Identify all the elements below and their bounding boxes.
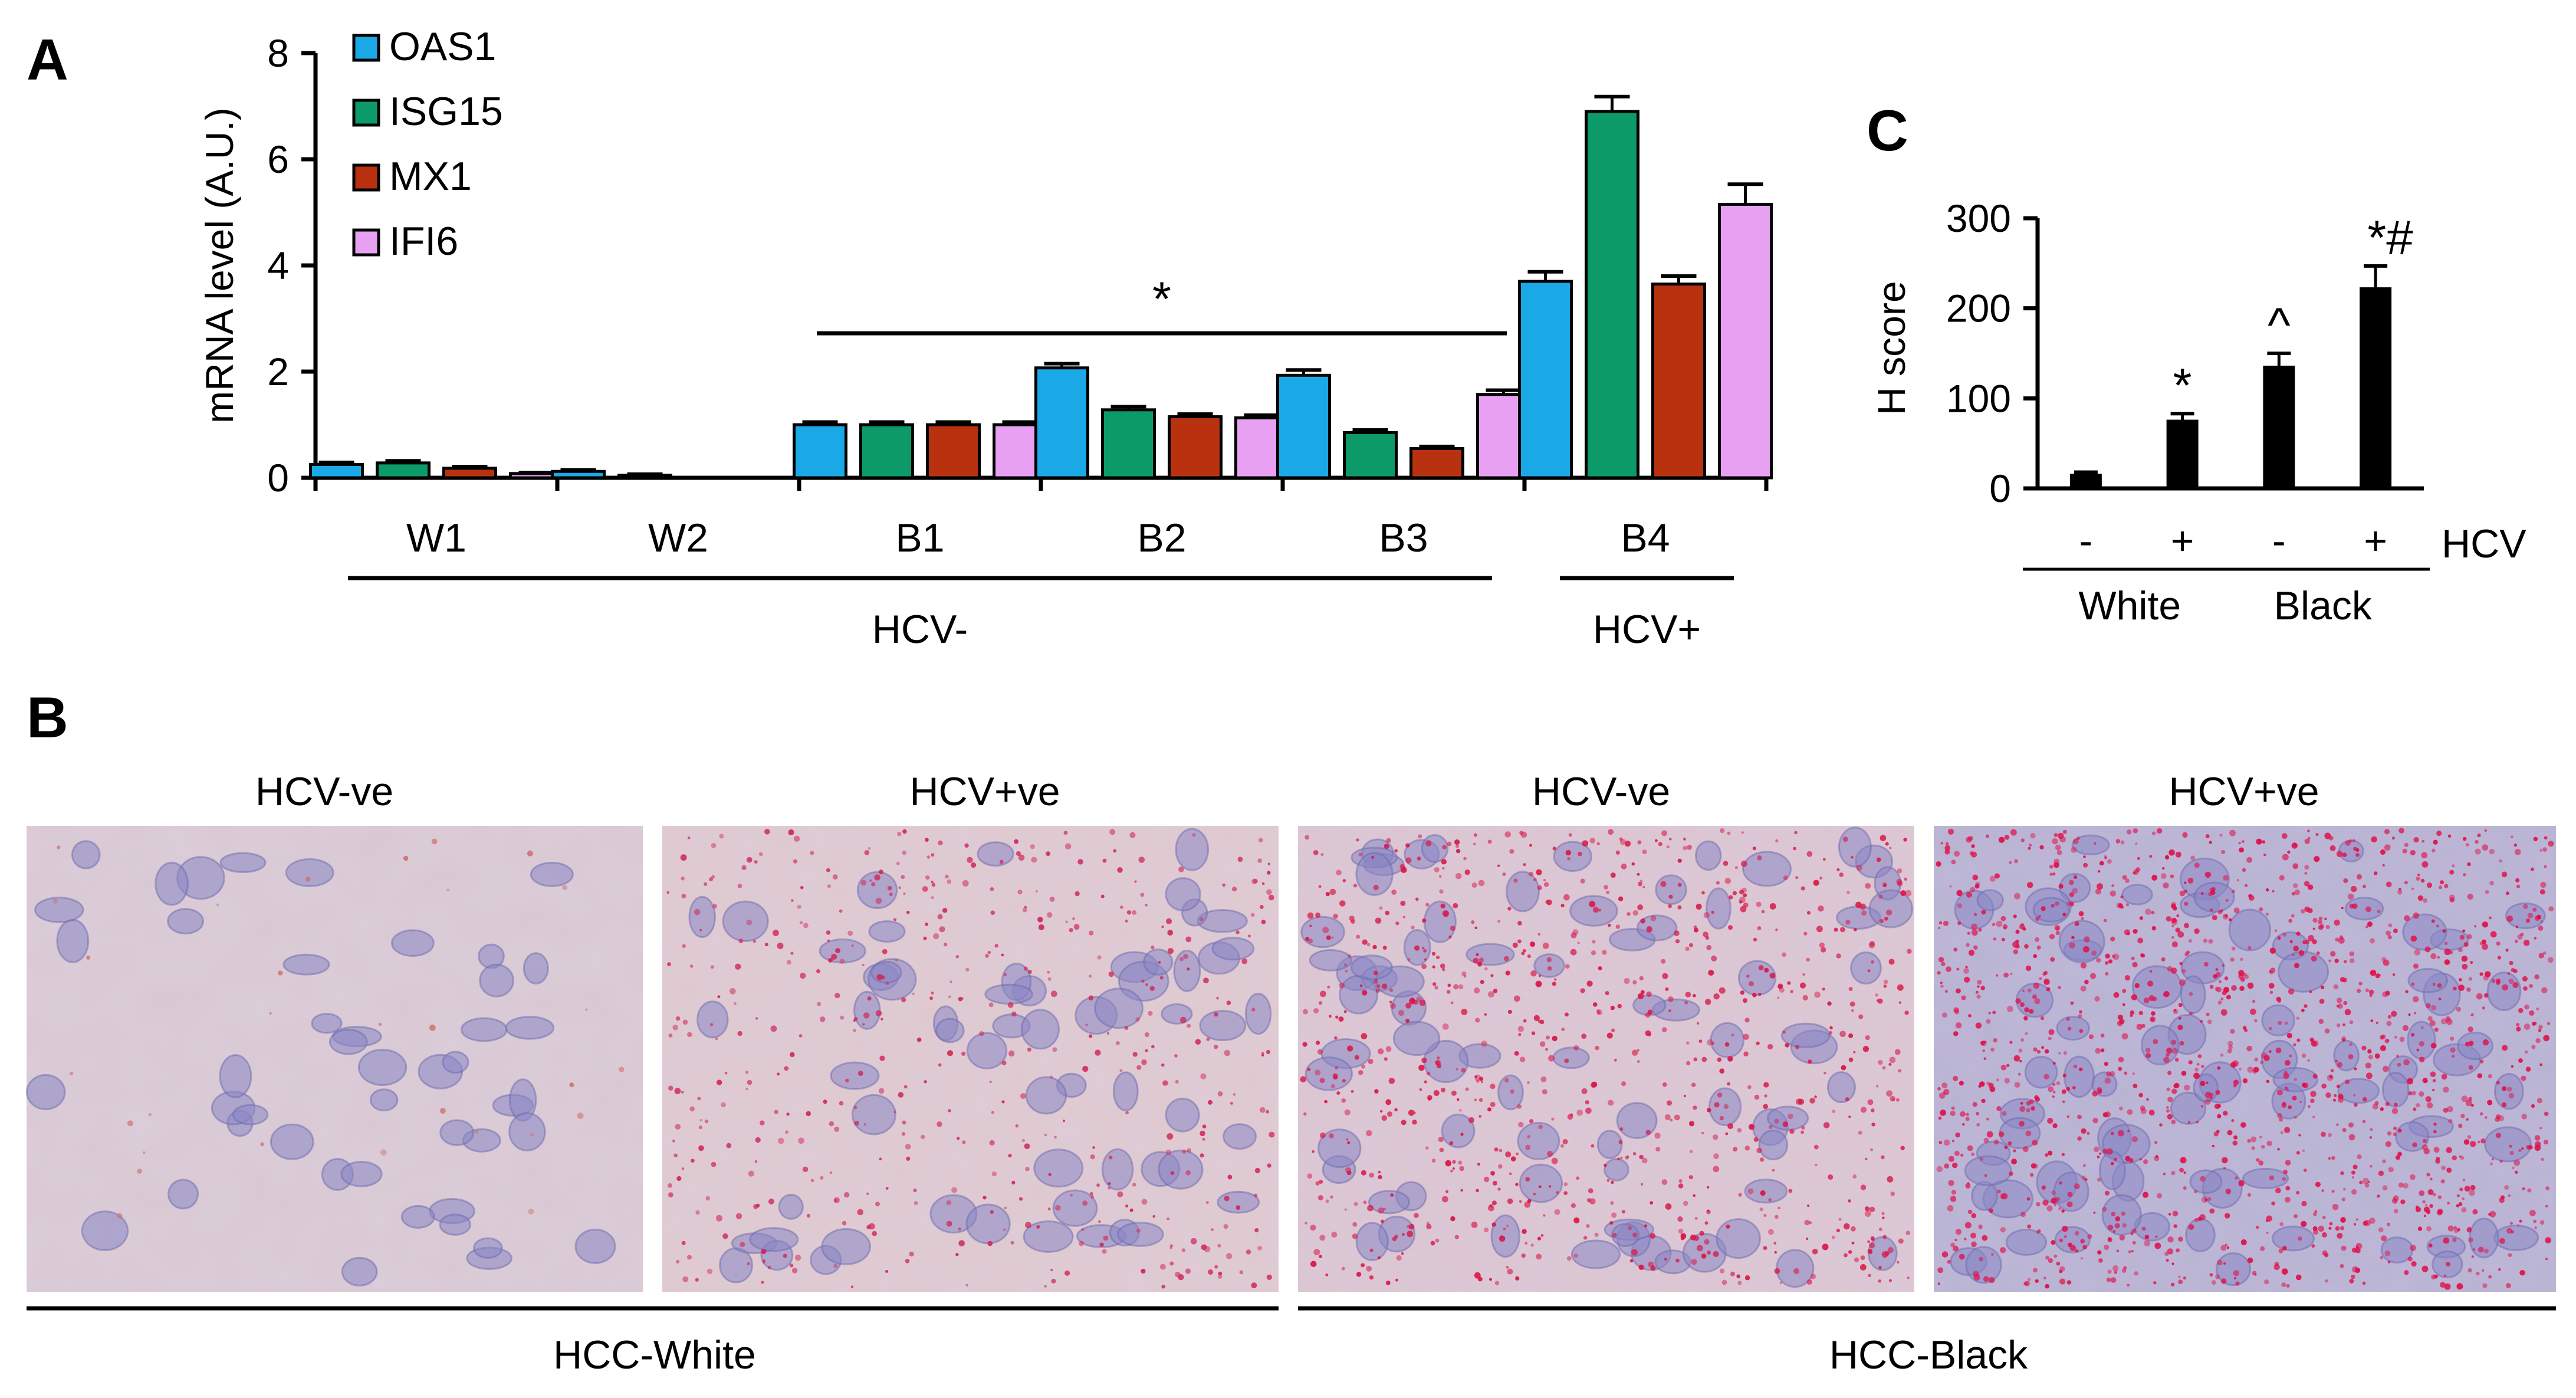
micrograph-3 (1298, 826, 1914, 1292)
chart-a-y-tick-label: 0 (267, 456, 289, 500)
chart-c-significance-mark: ^ (2268, 298, 2291, 352)
chart-a-bar-ifi6 (1718, 203, 1773, 480)
chart-c-category-label: + (2171, 518, 2194, 563)
chart-c-significance-mark: * (2173, 359, 2192, 412)
chart-a-legend-swatch (352, 34, 380, 62)
chart-a-bar-oas1 (309, 463, 364, 480)
chart-a-bar-isg15 (1101, 408, 1156, 480)
chart-a-y-tick-label: 6 (267, 137, 289, 181)
micrograph-4 (1934, 826, 2556, 1292)
micrograph-2 (662, 826, 1279, 1292)
chart-a-category-label: W2 (648, 516, 708, 560)
chart-a-bar-mx1 (1409, 447, 1464, 480)
chart-a-category-label: B2 (1137, 516, 1186, 560)
panel-label-a: A (27, 27, 68, 92)
chart-a-y-tick-label: 4 (267, 244, 289, 287)
chart-c-category-label: - (2272, 518, 2286, 563)
chart-a-category-label: B4 (1621, 516, 1670, 560)
chart-a-bar-oas1 (1034, 366, 1089, 480)
chart-a-bar-isg15 (1343, 431, 1398, 480)
group-label-hcc-white: HCC-White (553, 1333, 756, 1377)
chart-a-y-tick-label: 8 (267, 31, 289, 75)
chart-c-bar (2360, 287, 2392, 490)
chart-a-bar-oas1 (1276, 373, 1331, 480)
group-label-hcc-black: HCC-Black (1829, 1333, 2028, 1377)
chart-c-bar (2069, 474, 2102, 490)
micrograph-1 (26, 826, 643, 1292)
chart-a-legend-label: IFI6 (389, 219, 458, 264)
micrograph-title-1: HCV-ve (255, 769, 393, 814)
chart-a-bar-isg15 (1585, 110, 1639, 480)
panel-label-c: C (1867, 98, 1908, 163)
chart-c-y-tick-label: 0 (1989, 467, 2011, 510)
chart-c-significance-mark: *# (2367, 211, 2413, 265)
micrograph-title-4: HCV+ve (2168, 769, 2319, 814)
chart-a-category-label: B1 (895, 516, 944, 560)
micrograph-panel: HCV-ve HCV+ve HCV-ve HCV+ve HCC-White HC… (26, 769, 2556, 1377)
chart-a-legend-swatch (352, 228, 380, 257)
chart-a-legend-swatch (352, 163, 380, 192)
micrograph-title-3: HCV-ve (1532, 769, 1670, 814)
chart-a-bar-isg15 (617, 474, 672, 480)
chart-c-category-label: - (2079, 518, 2093, 563)
chart-a-bar-mx1 (926, 423, 981, 480)
chart-a-bar-isg15 (376, 461, 431, 480)
chart-c-group-label: Black (2274, 583, 2373, 628)
chart-a-group-label: HCV- (872, 607, 968, 652)
chart-a-y-tick-label: 2 (267, 350, 289, 393)
chart-a-legend-swatch (352, 99, 380, 127)
chart-a-legend-label: OAS1 (389, 24, 496, 69)
chart-c-y-axis-title: H score (1869, 281, 1913, 415)
chart-a-legend-label: ISG15 (389, 89, 503, 134)
chart-c-y-tick-label: 100 (1946, 376, 2011, 420)
panel-label-b: B (27, 685, 68, 750)
chart-a-legend-label: MX1 (389, 154, 472, 199)
chart-a-bar-oas1 (793, 423, 847, 480)
chart-a-y-axis-title: mRNA level (A.U.) (198, 107, 241, 423)
chart-a: mRNA level (A.U.) 0 2 4 6 8 W1 W2 B1 B2 B3 B4 OAS… (198, 24, 1773, 652)
chart-c-category-label: + (2364, 518, 2387, 563)
chart-a-group-label: HCV+ (1593, 607, 1701, 652)
chart-a-bar-oas1 (1518, 280, 1573, 480)
chart-c-y-tick-label: 300 (1946, 196, 2011, 240)
chart-a-bar-mx1 (442, 467, 497, 480)
chart-a-bar-isg15 (859, 423, 914, 480)
chart-c-y-tick-label: 200 (1946, 287, 2011, 330)
chart-a-bar-mx1 (1168, 415, 1223, 480)
chart-a-category-label: B3 (1379, 516, 1428, 560)
chart-c-bar (2166, 419, 2199, 490)
chart-c-bar (2263, 365, 2295, 490)
chart-c-group-label: White (2078, 583, 2181, 628)
chart-a-category-label: W1 (406, 516, 466, 560)
chart-a-significance-mark: * (1152, 273, 1171, 326)
chart-a-bar-oas1 (551, 470, 606, 480)
chart-a-bar-mx1 (1651, 283, 1706, 480)
micrograph-title-2: HCV+ve (909, 769, 1060, 814)
chart-c-x-variable-label: HCV (2442, 521, 2526, 566)
